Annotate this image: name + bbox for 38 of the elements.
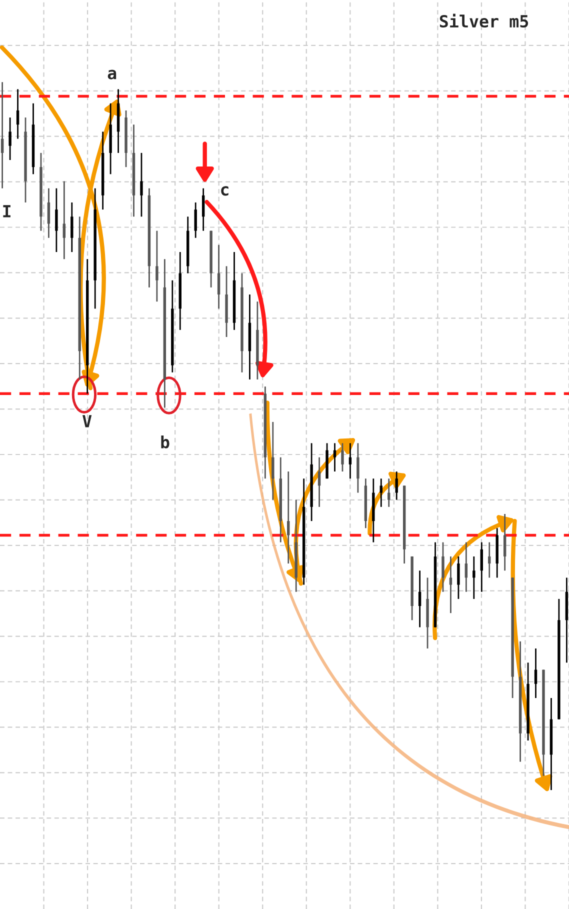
- candlestick: [8, 116, 12, 161]
- candlestick: [534, 648, 538, 699]
- candlestick: [272, 421, 274, 501]
- candlestick: [480, 542, 483, 593]
- chart-title: Silver m5: [440, 14, 528, 28]
- candlestick: [287, 470, 290, 564]
- candlestick: [0, 81, 4, 190]
- candlestick: [442, 542, 444, 593]
- candlestick: [318, 456, 321, 508]
- candlestick: [457, 556, 460, 600]
- candlestick: [202, 188, 205, 232]
- candlestick: [380, 478, 382, 508]
- candlestick: [348, 442, 352, 480]
- candlestick: [140, 152, 143, 218]
- candlestick: [488, 542, 491, 578]
- candlestick: [464, 542, 468, 593]
- candlestick: [388, 478, 390, 508]
- candlestick: [62, 180, 66, 260]
- candlestick: [449, 556, 452, 614]
- candlestick: [70, 202, 74, 253]
- candlestick: [333, 442, 336, 472]
- annotation: c: [221, 186, 228, 196]
- candlestick: [472, 556, 476, 600]
- candlestick: [503, 513, 506, 572]
- candlestick: [55, 188, 58, 253]
- candlestick: [395, 470, 398, 501]
- candlestick: [217, 244, 220, 310]
- candlestick: [341, 442, 344, 472]
- candlestick: [418, 570, 422, 628]
- candlestick: [156, 230, 158, 302]
- annotation: I: [3, 205, 10, 218]
- annotation: b: [161, 436, 170, 448]
- candlestick: [356, 442, 360, 494]
- candlestick: [47, 188, 50, 239]
- annotation: V: [82, 415, 92, 428]
- candlestick: [194, 202, 197, 239]
- candlestick: [16, 88, 20, 140]
- text: a: [108, 70, 116, 80]
